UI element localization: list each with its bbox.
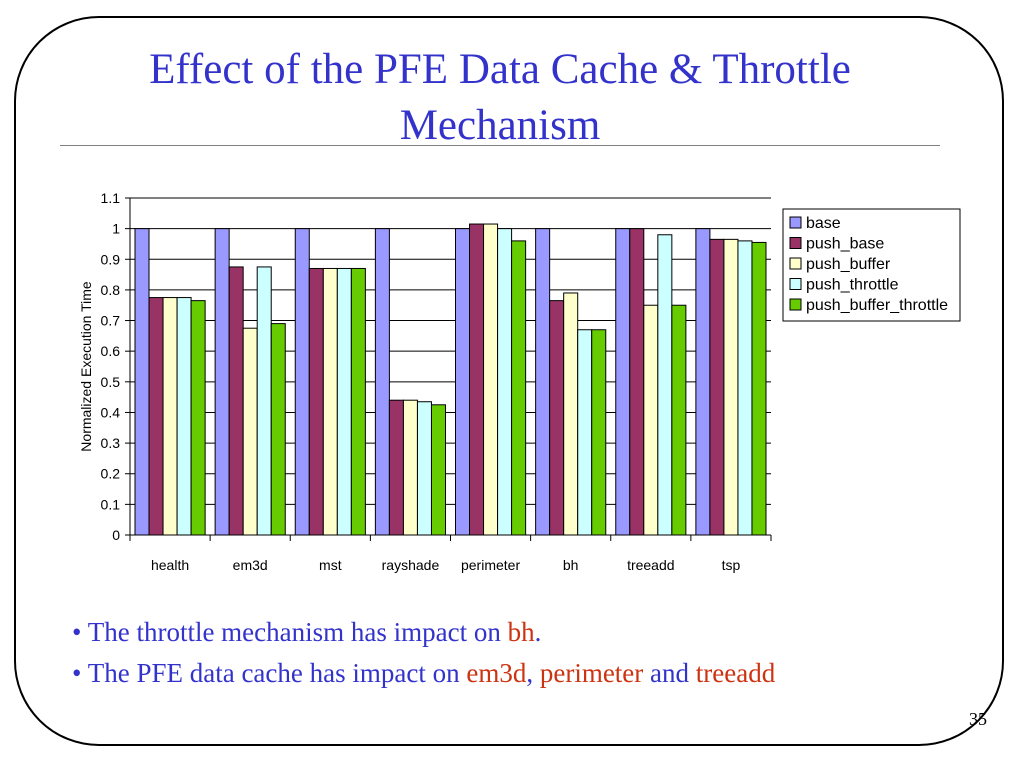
bullet-sep: , bbox=[526, 658, 540, 688]
y-tick-label: 1 bbox=[112, 221, 120, 237]
bar-base bbox=[374, 228, 390, 536]
y-tick-label: 0.2 bbox=[101, 466, 121, 482]
bar-push_throttle bbox=[657, 234, 673, 536]
x-category-label: rayshade bbox=[382, 557, 440, 573]
bar-push_base bbox=[148, 297, 164, 536]
bar-push_base bbox=[549, 300, 565, 536]
bullet-item: • The PFE data cache has impact on em3d,… bbox=[72, 653, 775, 694]
y-tick-label: 0.4 bbox=[101, 404, 121, 420]
legend-label: push_throttle bbox=[806, 277, 899, 294]
x-category-label: tsp bbox=[722, 557, 741, 573]
y-tick-label: 0 bbox=[112, 527, 120, 543]
bar-push_throttle bbox=[176, 297, 192, 536]
page-number: 35 bbox=[969, 709, 987, 729]
bar-push_throttle bbox=[737, 240, 753, 536]
bar-push_buffer bbox=[723, 238, 739, 536]
highlight-term: perimeter bbox=[539, 658, 644, 688]
y-axis-title: Normalized Execution Time bbox=[78, 281, 94, 452]
x-category-label: treeadd bbox=[627, 557, 674, 573]
bar-push_base bbox=[228, 266, 244, 536]
bar-push_throttle bbox=[336, 267, 352, 536]
bar-push_buffer bbox=[242, 327, 258, 536]
y-tick-label: 0.3 bbox=[101, 435, 121, 451]
bar-base bbox=[535, 228, 551, 536]
bar-push_buffer bbox=[322, 267, 338, 536]
legend-swatch bbox=[789, 216, 802, 229]
bar-push_base bbox=[308, 267, 324, 536]
legend-swatch bbox=[789, 257, 802, 270]
bullet-item: • The throttle mechanism has impact on b… bbox=[72, 612, 775, 653]
bullet-text: The throttle mechanism has impact on bbox=[87, 617, 508, 647]
bullet-sep: and bbox=[643, 658, 696, 688]
slide-title: Effect of the PFE Data Cache & Throttle … bbox=[149, 46, 851, 149]
bar-push_buffer_throttle bbox=[751, 241, 767, 536]
bullet-punct: . bbox=[534, 617, 542, 647]
bar-base bbox=[134, 228, 150, 536]
y-tick-label: 0.5 bbox=[101, 374, 121, 390]
bullet-list: • The throttle mechanism has impact on b… bbox=[72, 612, 775, 694]
legend-label: push_buffer bbox=[806, 256, 891, 273]
bar-push_throttle bbox=[256, 266, 272, 536]
x-category-label: bh bbox=[563, 557, 579, 573]
legend-swatch bbox=[789, 298, 802, 311]
bar-push_buffer_throttle bbox=[430, 404, 447, 536]
highlight-term: em3d bbox=[466, 658, 527, 688]
bar-push_buffer bbox=[402, 399, 418, 536]
legend-box bbox=[782, 208, 961, 322]
bar-push_base bbox=[469, 223, 485, 536]
bar-push_throttle bbox=[497, 228, 513, 536]
bar-push_base bbox=[388, 399, 404, 536]
bar-push_buffer bbox=[483, 223, 499, 536]
bar-base bbox=[695, 228, 711, 536]
bar-base bbox=[615, 228, 631, 536]
bar-push_buffer_throttle bbox=[270, 323, 286, 536]
bullet-text: The PFE data cache has impact on bbox=[87, 658, 467, 688]
y-tick-label: 0.1 bbox=[101, 496, 121, 512]
y-tick-label: 0.6 bbox=[101, 343, 121, 359]
bar-push_buffer_throttle bbox=[350, 267, 366, 536]
y-tick-label: 0.8 bbox=[101, 282, 121, 298]
legend-label: base bbox=[806, 215, 841, 232]
bar-push_buffer bbox=[563, 292, 579, 536]
y-tick-label: 0.9 bbox=[101, 251, 121, 267]
x-category-label: perimeter bbox=[461, 557, 520, 573]
x-category-label: em3d bbox=[233, 557, 268, 573]
legend-label: push_base bbox=[806, 236, 884, 253]
legend-swatch bbox=[789, 237, 802, 249]
bar-push_buffer_throttle bbox=[190, 300, 206, 536]
bar-push_buffer_throttle bbox=[591, 329, 607, 536]
bar-push_buffer_throttle bbox=[511, 240, 527, 536]
x-category-label: mst bbox=[319, 557, 342, 573]
highlight-term: bh bbox=[507, 617, 535, 647]
bullet-marker: • bbox=[72, 617, 82, 647]
bar-base bbox=[214, 228, 230, 536]
legend-label: push_buffer_throttle bbox=[806, 297, 948, 314]
bar-push_base bbox=[709, 238, 725, 536]
bar-push_base bbox=[629, 228, 645, 536]
y-tick-label: 0.7 bbox=[101, 313, 121, 329]
bar-push_buffer_throttle bbox=[671, 304, 687, 536]
y-tick-label: 1.1 bbox=[101, 190, 121, 206]
bar-chart: 0 0.1 0.2 0.3 0.4 0.5 0.6 0.7 0.8 0.9 1 1.1 health em… bbox=[78, 190, 961, 573]
bullet-marker: • bbox=[72, 658, 82, 688]
slide-frame bbox=[14, 16, 1004, 746]
bar-push_throttle bbox=[416, 401, 432, 536]
bar-push_buffer bbox=[643, 304, 659, 536]
title-divider bbox=[60, 145, 940, 146]
bar-push_buffer bbox=[162, 297, 178, 536]
x-category-label: health bbox=[151, 557, 189, 573]
bar-push_throttle bbox=[577, 329, 593, 536]
legend-swatch bbox=[789, 278, 802, 290]
bar-base bbox=[455, 228, 471, 536]
bar-base bbox=[294, 228, 310, 536]
highlight-term: treeadd bbox=[695, 658, 776, 688]
